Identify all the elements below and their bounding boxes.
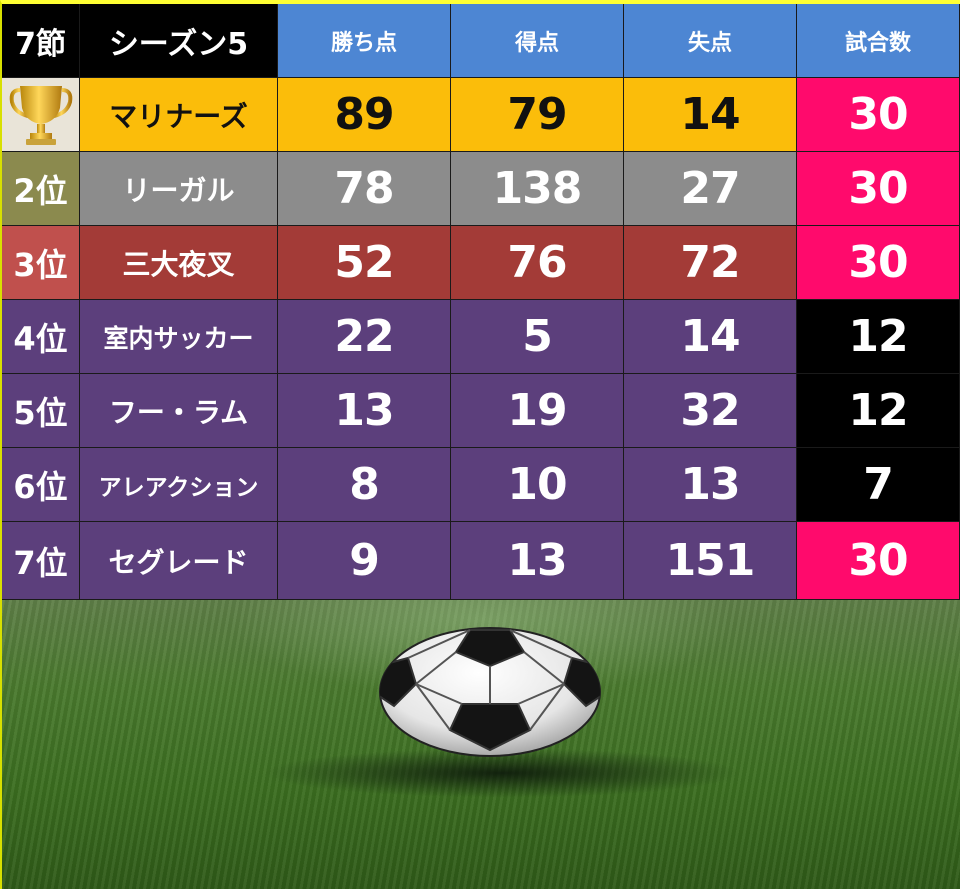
points-cell: 13 — [278, 374, 451, 448]
points-cell: 52 — [278, 226, 451, 300]
goals-against-cell: 14 — [624, 300, 797, 374]
points-cell: 89 — [278, 78, 451, 152]
col-points-header: 勝ち点 — [278, 4, 451, 78]
soccer-ball-icon — [379, 627, 601, 757]
goals-for-cell: 13 — [451, 522, 624, 600]
rank-cell: 6位 — [2, 448, 80, 522]
goals-against-cell: 32 — [624, 374, 797, 448]
goals-for-cell: 10 — [451, 448, 624, 522]
rank-cell: 4位 — [2, 300, 80, 374]
grass-field-background — [2, 600, 960, 889]
matches-cell: 7 — [797, 448, 960, 522]
goals-against-cell: 27 — [624, 152, 797, 226]
rank-cell: 7位 — [2, 522, 80, 600]
col-goals-against-header: 失点 — [624, 4, 797, 78]
goals-against-cell: 72 — [624, 226, 797, 300]
team-name: 室内サッカー — [80, 300, 278, 374]
col-matches-header: 試合数 — [797, 4, 960, 78]
team-name: フー・ラム — [80, 374, 278, 448]
goals-for-cell: 5 — [451, 300, 624, 374]
points-cell: 9 — [278, 522, 451, 600]
team-name: マリナーズ — [80, 78, 278, 152]
team-name: リーガル — [80, 152, 278, 226]
matches-cell: 30 — [797, 78, 960, 152]
round-label: 7節 — [2, 4, 80, 78]
points-cell: 22 — [278, 300, 451, 374]
goals-against-cell: 151 — [624, 522, 797, 600]
standings-table: 7節 シーズン5 勝ち点 得点 失点 試合数 マリナーズ 89 79 14 30… — [2, 4, 960, 600]
season-label: シーズン5 — [80, 4, 278, 78]
goals-for-cell: 79 — [451, 78, 624, 152]
team-name: セグレード — [80, 522, 278, 600]
team-name: アレアクション — [80, 448, 278, 522]
matches-cell: 30 — [797, 152, 960, 226]
matches-cell: 12 — [797, 300, 960, 374]
team-name: 三大夜叉 — [80, 226, 278, 300]
goals-for-cell: 19 — [451, 374, 624, 448]
trophy-icon — [9, 85, 72, 145]
goals-against-cell: 13 — [624, 448, 797, 522]
goals-for-cell: 76 — [451, 226, 624, 300]
rank-cell: 3位 — [2, 226, 80, 300]
matches-cell: 30 — [797, 522, 960, 600]
rank-cell: 2位 — [2, 152, 80, 226]
goals-against-cell: 14 — [624, 78, 797, 152]
matches-cell: 12 — [797, 374, 960, 448]
points-cell: 8 — [278, 448, 451, 522]
col-goals-for-header: 得点 — [451, 4, 624, 78]
points-cell: 78 — [278, 152, 451, 226]
matches-cell: 30 — [797, 226, 960, 300]
goals-for-cell: 138 — [451, 152, 624, 226]
rank-cell — [2, 78, 80, 152]
rank-cell: 5位 — [2, 374, 80, 448]
